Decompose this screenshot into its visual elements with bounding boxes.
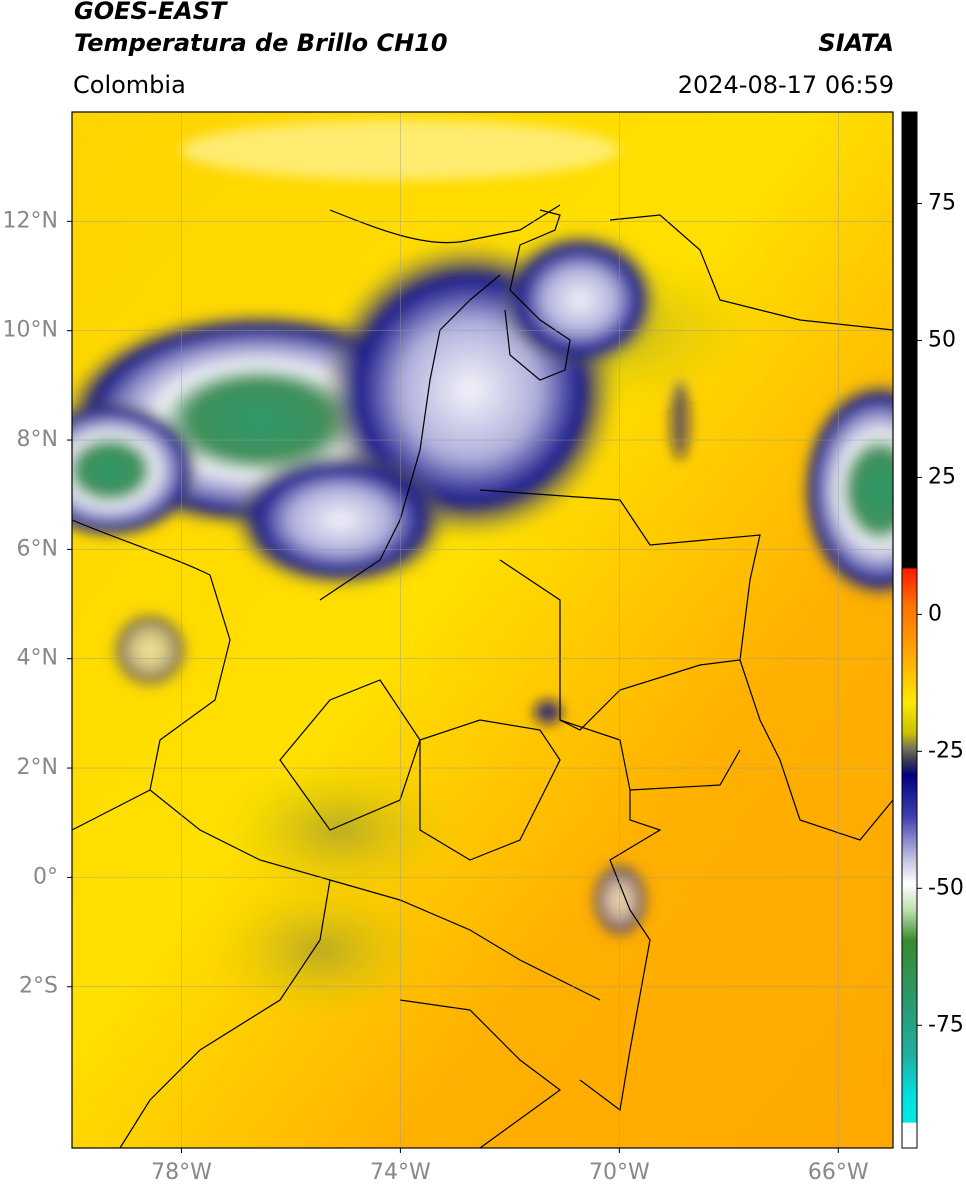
colorbar-tick-label: -50 — [928, 875, 964, 900]
colorbar — [901, 111, 918, 1149]
source: SIATA — [818, 29, 894, 57]
lon-tick-label: 66°W — [808, 1160, 869, 1185]
lat-tick-label: 8°N — [17, 427, 58, 452]
borders — [72, 204, 893, 1148]
lat-tick-label: 10°N — [3, 318, 58, 343]
lat-tick-label: 2°S — [19, 974, 58, 999]
lat-tick-label: 0° — [33, 864, 58, 889]
satellite: GOES-EAST — [74, 0, 227, 25]
colorbar-tick-label: 75 — [928, 190, 956, 215]
lon-tick-label: 74°W — [370, 1160, 431, 1185]
lon-tick-label: 70°W — [589, 1160, 650, 1185]
datetime: 2024-08-17 06:59 — [677, 71, 894, 99]
colorbar-tick-label: 50 — [928, 327, 956, 352]
map-frame — [71, 111, 894, 1149]
grid — [72, 112, 893, 1148]
region: Colombia — [73, 71, 186, 99]
map-imagery — [72, 112, 893, 1148]
colorbar-tick-label: 0 — [928, 601, 942, 626]
colorbar-tick-label: -25 — [928, 738, 964, 763]
colorbar-tick-label: -75 — [928, 1012, 964, 1037]
lat-tick-label: 2°N — [17, 755, 58, 780]
lat-tick-label: 12°N — [3, 208, 58, 233]
lat-tick-label: 6°N — [17, 536, 58, 561]
product: Temperatura de Brillo CH10 — [74, 29, 448, 57]
lat-tick-label: 4°N — [17, 646, 58, 671]
colorbar-tick-label: 25 — [928, 464, 956, 489]
lon-tick-label: 78°W — [151, 1160, 212, 1185]
